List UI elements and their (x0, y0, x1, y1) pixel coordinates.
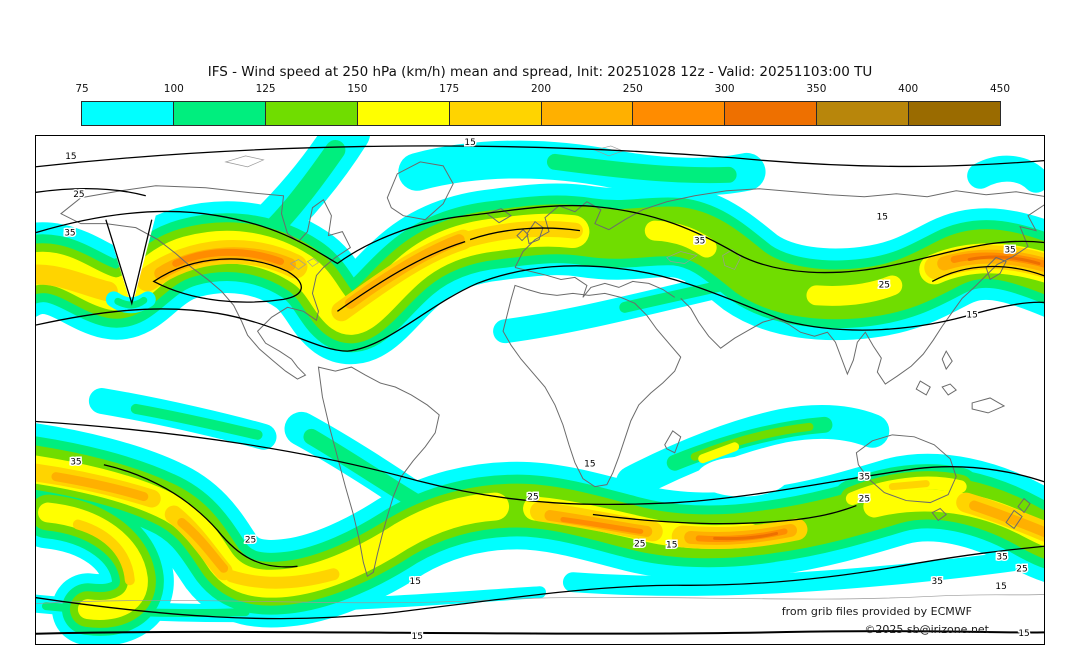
contour-label: 15 (410, 577, 421, 587)
spread-contours (36, 145, 1044, 635)
colorbar-segment-100 (172, 102, 265, 125)
contour-label: 35 (70, 458, 81, 468)
contour-label: 15 (877, 213, 888, 223)
contour-label: 15 (966, 310, 977, 320)
colorbar-tick-250: 250 (622, 83, 643, 95)
colorbar-tick-125: 125 (255, 83, 276, 95)
attribution-copyright: ©2025 sb@irizone.net (864, 623, 989, 636)
colorbar-segment-400 (908, 102, 1001, 125)
contour-label: 15 (412, 632, 423, 642)
page-title: IFS - Wind speed at 250 hPa (km/h) mean … (207, 64, 873, 80)
contour-label: 35 (694, 237, 705, 247)
wind-speed-map-canvas: 15 25 35 15 15 35 25 35 15 35 25 15 25 15 25 15 35 25 35 35… (36, 136, 1044, 644)
contour-label: 35 (859, 473, 870, 483)
colorbar-segment-175 (448, 102, 541, 125)
colorbar-tick-200: 200 (530, 83, 552, 95)
contour-label: 25 (73, 190, 84, 200)
attribution-source: from grib files provided by ECMWF (781, 605, 972, 618)
contour-label: 35 (1004, 246, 1015, 256)
world-map: 15 25 35 15 15 35 25 35 15 35 25 15 25 15 25 15 35 25 35 35… (35, 135, 1045, 645)
colorbar-segment-150 (356, 102, 449, 125)
contour-label: 15 (464, 138, 475, 148)
colorbar-tick-350: 350 (806, 83, 827, 95)
colorbar-tick-150: 150 (347, 83, 368, 95)
colorbar-tick-450: 450 (989, 83, 1011, 95)
colorbar-tick-labels: 75 100 125 150 175 200 250 300 350 400 450 (0, 83, 1080, 97)
colorbar-tick-75: 75 (75, 83, 89, 95)
coastlines (36, 145, 1044, 604)
colorbar-segment-350 (816, 102, 909, 125)
contour-label: 35 (996, 552, 1007, 562)
contour-label: 25 (1016, 564, 1027, 574)
contour-label: 25 (879, 280, 890, 290)
contour-label: 15 (584, 460, 595, 470)
spread-contour-labels: 15 25 35 15 15 35 25 35 15 35 25 15 25 15 25 15 35 25 35 35… (63, 136, 1032, 643)
contour-label: 15 (65, 152, 76, 162)
colorbar-tick-175: 175 (439, 83, 460, 95)
contour-label: 25 (245, 535, 256, 545)
contour-label: 25 (859, 495, 870, 505)
colorbar-segment-300 (724, 102, 817, 125)
contour-label: 15 (995, 582, 1006, 592)
colorbar-segment-200 (540, 102, 633, 125)
band-gaps (103, 215, 789, 497)
colorbar-segment-250 (632, 102, 725, 125)
colorbar-tick-400: 400 (898, 83, 919, 95)
colorbar-tick-300: 300 (714, 83, 735, 95)
contour-label: 35 (64, 229, 75, 239)
contour-label: 15 (666, 540, 677, 550)
colorbar-tick-100: 100 (163, 83, 184, 95)
colorbar-segment-125 (264, 102, 357, 125)
colorbar (81, 101, 1001, 126)
colorbar-segment-75 (82, 102, 173, 125)
contour-label: 25 (634, 539, 645, 549)
contour-label: 25 (527, 493, 538, 503)
contour-label: 15 (1018, 629, 1029, 639)
contour-label: 35 (931, 577, 942, 587)
